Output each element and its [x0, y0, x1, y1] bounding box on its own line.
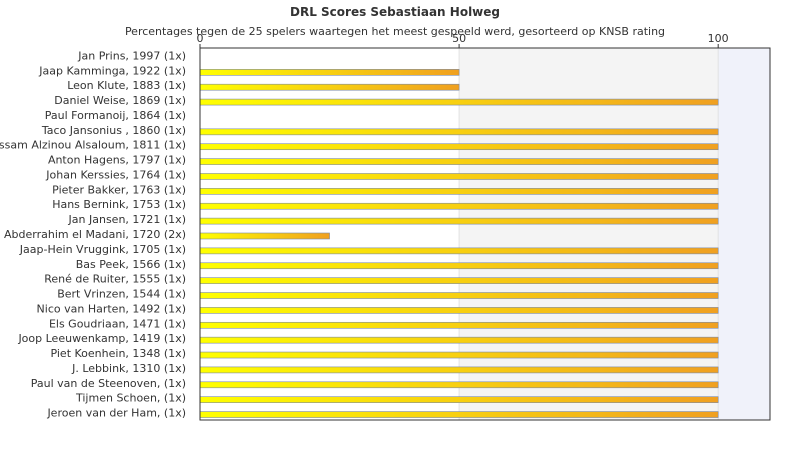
- tick-label-0: 0: [197, 32, 204, 45]
- bar: [199, 411, 719, 418]
- bar: [199, 83, 460, 91]
- chart-subtitle: Percentages tegen de 25 spelers waartege…: [124, 25, 666, 38]
- category-label: Leon Klute, 1883 (1x): [67, 79, 186, 92]
- bar: [199, 336, 719, 344]
- category-label: Johan Kerssies, 1764 (1x): [45, 168, 186, 181]
- category-label: Pieter Bakker, 1763 (1x): [52, 183, 186, 196]
- plot-frame: [199, 47, 771, 421]
- category-label: Taco Jansonius , 1860 (1x): [41, 124, 186, 137]
- category-label: Bert Vrinzen, 1544 (1x): [57, 288, 186, 301]
- category-label: Hans Bernink, 1753 (1x): [52, 198, 186, 211]
- bar: [199, 98, 719, 106]
- category-label: Hussam Alzinou Alsaloum, 1811 (1x): [0, 139, 186, 152]
- bar: [199, 217, 719, 225]
- category-label: Joop Leeuwenkamp, 1419 (1x): [17, 332, 186, 345]
- bar: [199, 262, 719, 270]
- category-label: Nico van Harten, 1492 (1x): [37, 302, 186, 315]
- bar: [199, 277, 719, 284]
- category-label: Paul Formanoij, 1864 (1x): [45, 109, 186, 122]
- category-label: J. Lebbink, 1310 (1x): [71, 362, 186, 375]
- category-label: Tijmen Schoen, (1x): [75, 392, 186, 405]
- bar: [199, 173, 719, 180]
- category-label: Anton Hagens, 1797 (1x): [48, 154, 186, 167]
- bars: [199, 69, 719, 418]
- bar: [199, 128, 719, 136]
- category-label: Jan Prins, 1997 (1x): [77, 49, 186, 62]
- category-label: Jaap Kamminga, 1922 (1x): [38, 64, 186, 77]
- category-label: René de Ruiter, 1555 (1x): [44, 273, 186, 286]
- category-label: Els Goudriaan, 1471 (1x): [49, 317, 186, 330]
- bar: [199, 292, 719, 299]
- bar: [199, 381, 719, 389]
- tick-label-50: 50: [452, 32, 466, 45]
- bar: [199, 232, 330, 240]
- bar: [199, 188, 719, 195]
- category-label: Daniel Weise, 1869 (1x): [54, 94, 186, 107]
- category-label: Piet Koenhein, 1348 (1x): [50, 347, 186, 360]
- bar: [199, 247, 719, 255]
- category-labels: Jan Prins, 1997 (1x) Jaap Kamminga, 1922 …: [0, 49, 186, 419]
- category-label: Jan Jansen, 1721 (1x): [68, 213, 186, 226]
- band-100-max: [718, 48, 770, 420]
- bar: [199, 307, 719, 314]
- bar: [199, 351, 719, 359]
- tick-label-100: 100: [708, 32, 729, 45]
- bar: [199, 69, 460, 76]
- bar: [199, 202, 719, 210]
- category-label: Jaap-Hein Vruggink, 1705 (1x): [19, 243, 186, 256]
- category-label: Bas Peek, 1566 (1x): [76, 258, 186, 271]
- bar: [199, 143, 719, 151]
- bar: [199, 366, 719, 374]
- category-label: Paul van de Steenoven, (1x): [31, 377, 186, 390]
- bar: [199, 396, 719, 403]
- bar: [199, 158, 719, 165]
- category-label: Abderrahim el Madani, 1720 (2x): [4, 228, 186, 241]
- bar: [199, 321, 719, 329]
- category-label: Jeroen van der Ham, (1x): [46, 407, 186, 420]
- chart-title: DRL Scores Sebastiaan Holweg: [290, 5, 500, 19]
